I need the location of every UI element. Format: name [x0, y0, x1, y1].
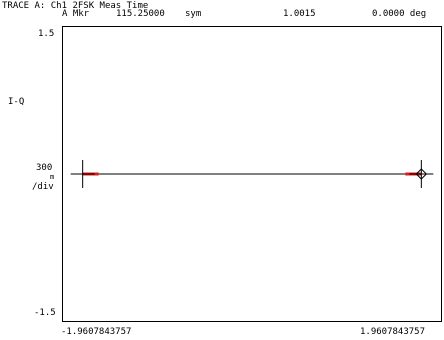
- y-axis-name: I-Q: [8, 97, 25, 107]
- scale-value: 300: [36, 163, 53, 173]
- trace-title: TRACE A: Ch1 2FSK Meas Time: [2, 1, 149, 11]
- marker-phase: 0.0000 deg: [372, 9, 427, 19]
- marker-magnitude: 1.0015: [283, 9, 316, 19]
- x-axis-right-label: 1.9607843757: [360, 327, 426, 337]
- y-axis-bottom-label: -1.5: [34, 308, 56, 318]
- plot-area[interactable]: [62, 26, 442, 322]
- marker-unit: sym: [185, 9, 202, 19]
- scale-prefix: m: [50, 173, 55, 181]
- marker-label: A Mkr: [62, 9, 90, 19]
- x-axis-left-label: -1.9607843757: [61, 327, 132, 337]
- y-axis-top-label: 1.5: [38, 29, 55, 39]
- marker-position: 115.25000: [116, 9, 165, 19]
- scale-per-division: /div: [32, 182, 54, 192]
- marker-diamond-icon: [415, 168, 428, 180]
